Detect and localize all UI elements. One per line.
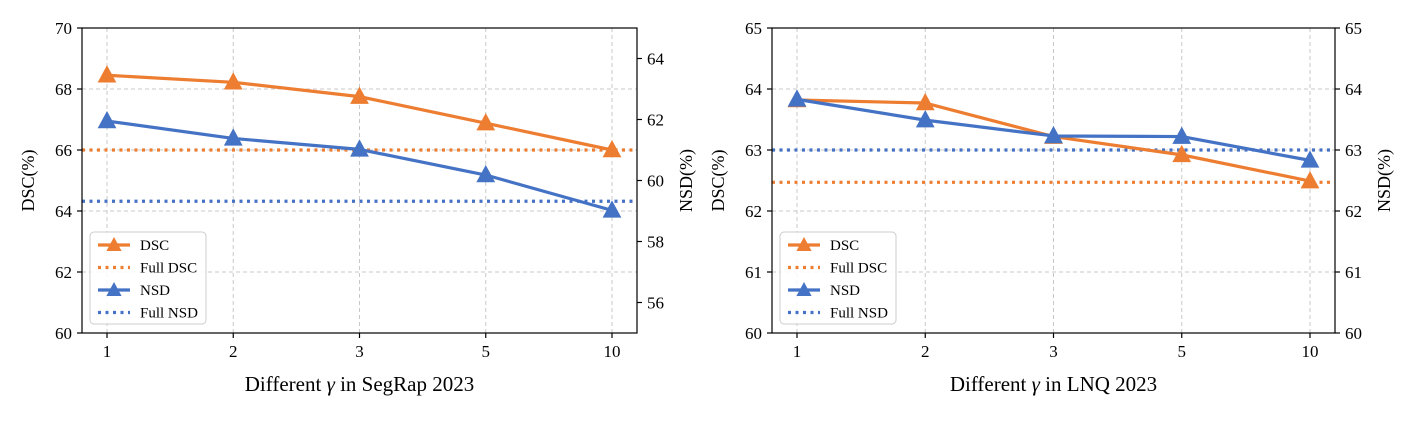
x-tick-label: 1 <box>793 342 802 361</box>
x-tick-label: 2 <box>229 342 238 361</box>
y-right-tick-label: 60 <box>647 172 664 191</box>
y-left-tick-label: 62 <box>745 202 762 221</box>
y-left-tick-label: 62 <box>55 263 72 282</box>
chart-panel-1: 1 2 3 5 10 60 62 64 66 68 70 56 58 60 62 64 DSC(%) NSD(%)… <box>18 19 697 396</box>
y-left-tick-label: 60 <box>745 324 762 343</box>
legend-nsd-label: NSD <box>140 283 170 299</box>
legend-dsc-marker <box>106 237 122 251</box>
y-right-tick-label: 60 <box>1345 324 1362 343</box>
nsd-point <box>915 110 935 128</box>
legend-dsc-marker <box>796 237 812 251</box>
x-tick-label: 3 <box>1049 342 1058 361</box>
y-right-tick-label: 58 <box>647 233 664 252</box>
nsd-point <box>97 110 117 129</box>
x-axis-title-suffix: in LNQ 2023 <box>1040 372 1157 396</box>
legend: DSC Full DSC NSD Full NSD <box>779 231 897 325</box>
y-right-axis-label: NSD(%) <box>676 149 697 212</box>
dsc-point <box>476 113 496 131</box>
legend-nsd-marker <box>796 282 812 296</box>
nsd-point <box>1300 150 1320 168</box>
chart-panel-2: 1 2 3 5 10 60 61 62 63 64 65 60 61 62 63 64 65 DSC(%) NSD(… <box>708 19 1395 396</box>
legend-full-nsd-label: Full NSD <box>830 306 888 322</box>
y-left-tick-label: 61 <box>745 263 762 282</box>
y-left-tick-label: 68 <box>55 80 72 99</box>
y-left-tick-label: 63 <box>745 141 762 160</box>
x-tick-label: 1 <box>103 342 112 361</box>
dsc-point <box>915 92 935 111</box>
nsd-point <box>1172 126 1192 144</box>
y-left-tick-label: 65 <box>745 19 762 38</box>
x-tick-label: 10 <box>1302 342 1319 361</box>
x-tick-label: 3 <box>355 342 364 361</box>
nsd-point <box>223 128 243 146</box>
legend-nsd-label: NSD <box>830 283 860 299</box>
x-axis-title-symbol: γ <box>1032 372 1041 396</box>
legend-full-dsc-label: Full DSC <box>830 261 887 277</box>
y-left-axis-label: DSC(%) <box>708 149 729 211</box>
y-right-tick-label: 65 <box>1345 19 1362 38</box>
x-axis-title: Different γ in SegRap 2023 <box>245 372 475 396</box>
legend-full-nsd-label: Full NSD <box>140 306 198 322</box>
x-axis-title-prefix: Different <box>950 372 1032 396</box>
y-left-axis-label: DSC(%) <box>18 149 39 211</box>
legend-nsd-marker <box>106 282 122 296</box>
x-axis-title-suffix: in SegRap 2023 <box>335 372 474 396</box>
dsc-point <box>97 65 117 83</box>
x-tick-label: 10 <box>604 342 621 361</box>
dsc-point <box>1172 144 1192 163</box>
nsd-point <box>602 200 622 218</box>
x-axis-title: Different γ in LNQ 2023 <box>950 372 1157 396</box>
y-left-tick-label: 64 <box>55 202 73 221</box>
y-right-tick-label: 64 <box>647 50 665 69</box>
y-right-tick-label: 62 <box>1345 202 1362 221</box>
dsc-point <box>223 72 243 90</box>
nsd-point <box>476 164 496 183</box>
y-right-tick-label: 64 <box>1345 80 1363 99</box>
y-left-tick-label: 66 <box>55 141 72 160</box>
y-left-tick-label: 60 <box>55 324 72 343</box>
legend-full-dsc-label: Full DSC <box>140 261 197 277</box>
legend-dsc-label: DSC <box>830 238 859 254</box>
dsc-point <box>602 139 622 158</box>
dsc-point <box>350 86 369 104</box>
nsd-point <box>1044 125 1063 144</box>
x-tick-label: 5 <box>1178 342 1187 361</box>
legend: DSC Full DSC NSD Full NSD <box>89 231 207 325</box>
x-tick-label: 5 <box>482 342 491 361</box>
y-right-tick-label: 62 <box>647 111 664 130</box>
y-right-axis-label: NSD(%) <box>1374 149 1395 212</box>
legend-box <box>89 231 207 325</box>
dsc-point <box>1300 171 1320 189</box>
y-right-tick-label: 61 <box>1345 263 1362 282</box>
x-axis-title-symbol: γ <box>327 372 336 396</box>
y-right-tick-label: 56 <box>647 294 664 313</box>
x-tick-label: 2 <box>921 342 930 361</box>
nsd-point <box>350 139 369 157</box>
x-axis-title-prefix: Different <box>245 372 327 396</box>
legend-dsc-label: DSC <box>140 238 169 254</box>
y-left-tick-label: 64 <box>745 80 763 99</box>
nsd-point <box>787 89 807 107</box>
y-left-tick-label: 70 <box>55 19 72 38</box>
legend-box <box>779 231 897 325</box>
y-right-tick-label: 63 <box>1345 141 1362 160</box>
